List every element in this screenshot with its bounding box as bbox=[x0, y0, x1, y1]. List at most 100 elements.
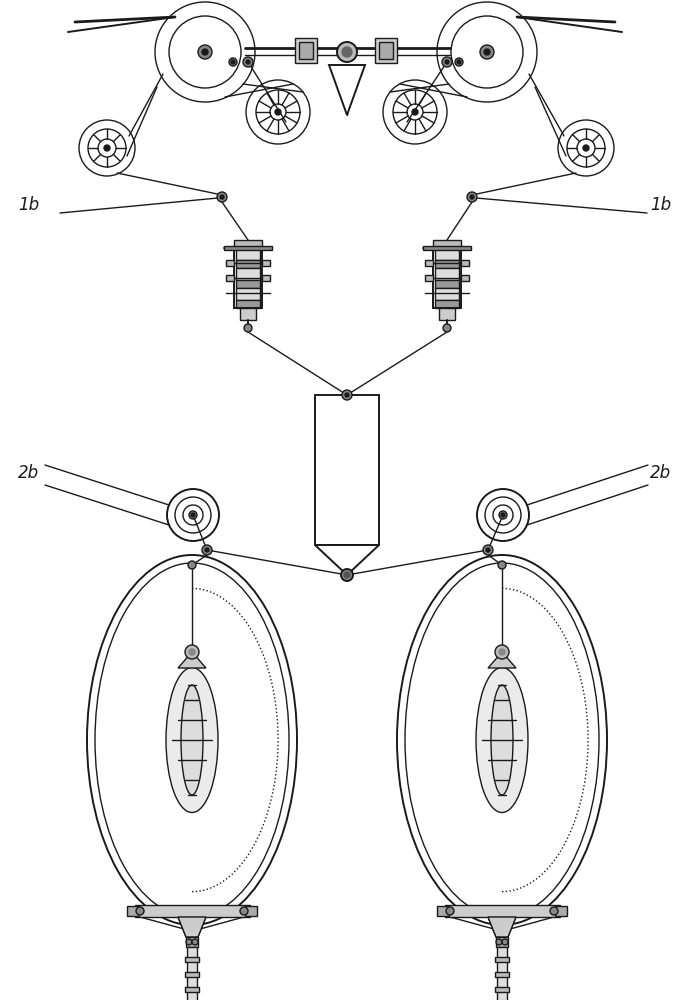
Bar bbox=[236, 268, 260, 280]
Circle shape bbox=[412, 109, 418, 115]
Circle shape bbox=[484, 49, 490, 55]
Circle shape bbox=[205, 548, 209, 552]
Bar bbox=[435, 268, 459, 280]
Bar bbox=[425, 275, 433, 281]
Bar bbox=[185, 987, 199, 992]
Ellipse shape bbox=[405, 563, 599, 917]
Polygon shape bbox=[178, 917, 206, 937]
Bar bbox=[495, 987, 509, 992]
Circle shape bbox=[501, 513, 505, 517]
Ellipse shape bbox=[181, 685, 203, 795]
Circle shape bbox=[342, 390, 352, 400]
Polygon shape bbox=[315, 545, 379, 575]
Bar bbox=[439, 308, 455, 320]
Circle shape bbox=[499, 649, 505, 655]
Circle shape bbox=[342, 47, 352, 57]
Circle shape bbox=[344, 572, 350, 578]
Circle shape bbox=[220, 195, 224, 199]
Bar bbox=[495, 972, 509, 977]
Bar bbox=[496, 937, 508, 947]
Circle shape bbox=[446, 907, 454, 915]
Text: 2b: 2b bbox=[18, 464, 39, 482]
Bar bbox=[240, 308, 256, 320]
Bar bbox=[234, 240, 262, 248]
Circle shape bbox=[175, 497, 211, 533]
Circle shape bbox=[202, 49, 208, 55]
Ellipse shape bbox=[87, 555, 297, 925]
Bar bbox=[236, 288, 260, 300]
Circle shape bbox=[345, 393, 349, 397]
Ellipse shape bbox=[476, 668, 528, 812]
Bar bbox=[185, 957, 199, 962]
Circle shape bbox=[188, 561, 196, 569]
Circle shape bbox=[445, 60, 449, 64]
Circle shape bbox=[496, 939, 502, 945]
Bar bbox=[435, 280, 459, 288]
Bar bbox=[435, 248, 459, 260]
Bar bbox=[187, 947, 197, 1000]
Bar bbox=[425, 260, 433, 266]
Circle shape bbox=[470, 195, 474, 199]
Text: 2b: 2b bbox=[650, 464, 671, 482]
Circle shape bbox=[189, 511, 197, 519]
Polygon shape bbox=[488, 917, 516, 937]
Ellipse shape bbox=[491, 685, 513, 795]
Circle shape bbox=[499, 511, 507, 519]
Bar bbox=[127, 906, 139, 916]
Text: 1b: 1b bbox=[18, 196, 39, 214]
Circle shape bbox=[275, 109, 281, 115]
Ellipse shape bbox=[95, 563, 289, 917]
Circle shape bbox=[243, 57, 253, 67]
Circle shape bbox=[104, 145, 110, 151]
Circle shape bbox=[231, 60, 235, 64]
Circle shape bbox=[477, 489, 529, 541]
Bar bbox=[375, 38, 397, 63]
Circle shape bbox=[183, 505, 203, 525]
Circle shape bbox=[189, 649, 195, 655]
Bar bbox=[495, 957, 509, 962]
Bar bbox=[423, 246, 471, 250]
Circle shape bbox=[246, 60, 250, 64]
Circle shape bbox=[337, 42, 357, 62]
Bar bbox=[299, 42, 313, 59]
Bar bbox=[226, 260, 234, 266]
Circle shape bbox=[486, 548, 490, 552]
Circle shape bbox=[455, 58, 463, 66]
Circle shape bbox=[191, 513, 195, 517]
Circle shape bbox=[341, 569, 353, 581]
Circle shape bbox=[442, 57, 452, 67]
Ellipse shape bbox=[397, 555, 607, 925]
Circle shape bbox=[217, 192, 227, 202]
Bar bbox=[236, 280, 260, 288]
Circle shape bbox=[244, 324, 252, 332]
Bar bbox=[185, 972, 199, 977]
Bar bbox=[497, 947, 507, 1000]
Bar bbox=[135, 905, 250, 917]
Bar bbox=[433, 240, 461, 248]
Bar bbox=[186, 937, 198, 947]
Circle shape bbox=[502, 939, 508, 945]
Circle shape bbox=[583, 145, 589, 151]
Circle shape bbox=[240, 907, 248, 915]
Circle shape bbox=[192, 939, 198, 945]
Text: 1b: 1b bbox=[650, 196, 671, 214]
Bar bbox=[224, 246, 272, 250]
Bar bbox=[236, 260, 260, 268]
Circle shape bbox=[480, 45, 494, 59]
Bar bbox=[461, 260, 469, 266]
Polygon shape bbox=[488, 652, 516, 668]
Polygon shape bbox=[178, 652, 206, 668]
Polygon shape bbox=[329, 65, 365, 115]
Bar bbox=[245, 906, 257, 916]
Circle shape bbox=[483, 545, 493, 555]
Bar bbox=[437, 906, 449, 916]
Ellipse shape bbox=[166, 668, 218, 812]
Circle shape bbox=[495, 645, 509, 659]
Bar bbox=[379, 42, 393, 59]
Bar bbox=[435, 288, 459, 300]
Circle shape bbox=[457, 60, 461, 64]
Circle shape bbox=[167, 489, 219, 541]
Bar bbox=[226, 275, 234, 281]
Bar bbox=[445, 905, 560, 917]
Circle shape bbox=[498, 561, 506, 569]
